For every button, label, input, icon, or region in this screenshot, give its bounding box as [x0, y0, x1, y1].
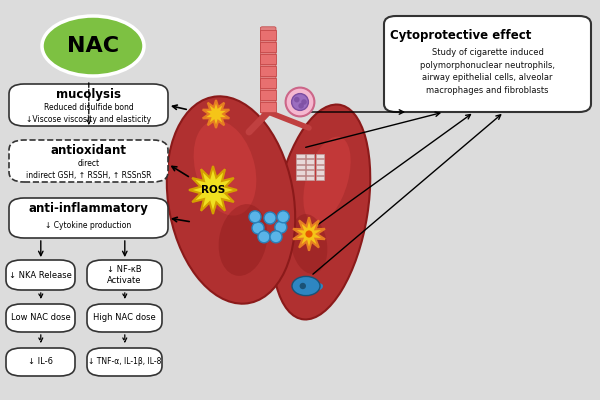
Ellipse shape	[294, 97, 299, 102]
Bar	[316, 154, 324, 158]
Text: mucolysis: mucolysis	[56, 88, 121, 102]
Ellipse shape	[305, 230, 313, 238]
Bar	[306, 176, 314, 180]
FancyBboxPatch shape	[384, 16, 591, 112]
Ellipse shape	[167, 96, 295, 304]
Text: ↓ NKA Release: ↓ NKA Release	[9, 270, 72, 280]
Ellipse shape	[264, 212, 276, 224]
Bar	[260, 78, 276, 88]
Bar	[296, 154, 305, 158]
Polygon shape	[203, 100, 229, 128]
Text: direct
indirect GSH, ↑ RSSH, ↑ RSSnSR: direct indirect GSH, ↑ RSSH, ↑ RSSnSR	[26, 159, 151, 180]
Ellipse shape	[252, 222, 264, 234]
Polygon shape	[293, 217, 325, 251]
Bar	[260, 90, 276, 100]
Bar	[296, 165, 305, 169]
FancyBboxPatch shape	[9, 198, 168, 238]
Text: NAC: NAC	[67, 36, 119, 56]
FancyBboxPatch shape	[260, 27, 276, 113]
Bar	[306, 159, 314, 164]
Bar	[316, 176, 324, 180]
Ellipse shape	[304, 137, 350, 223]
Ellipse shape	[301, 99, 307, 105]
FancyBboxPatch shape	[87, 260, 162, 290]
Bar	[316, 159, 324, 164]
Ellipse shape	[42, 16, 144, 76]
Text: Low NAC dose: Low NAC dose	[11, 314, 70, 322]
Text: ↓ IL-6: ↓ IL-6	[28, 358, 53, 366]
Text: Reduced disulfide bond
↓Viscose viscosity and elasticity: Reduced disulfide bond ↓Viscose viscosit…	[26, 103, 151, 124]
Bar	[260, 66, 276, 76]
Ellipse shape	[270, 231, 282, 243]
Ellipse shape	[272, 104, 370, 320]
Bar	[260, 42, 276, 52]
Bar	[306, 170, 314, 175]
Text: ↓ Cytokine production: ↓ Cytokine production	[46, 222, 131, 230]
Bar	[260, 30, 276, 40]
Bar	[260, 54, 276, 64]
Bar	[306, 154, 314, 158]
Text: antioxidant: antioxidant	[50, 144, 127, 158]
Bar	[296, 176, 305, 180]
Bar	[296, 159, 305, 164]
Text: Study of cigarette induced
polymorphonuclear neutrophils,
airway epithelial cell: Study of cigarette induced polymorphonuc…	[420, 48, 555, 95]
Bar	[316, 165, 324, 169]
FancyBboxPatch shape	[6, 260, 75, 290]
Bar	[296, 170, 305, 175]
Ellipse shape	[290, 214, 328, 274]
Ellipse shape	[286, 88, 314, 116]
Ellipse shape	[218, 204, 268, 276]
Text: ROS: ROS	[201, 185, 225, 195]
Ellipse shape	[258, 231, 270, 243]
FancyBboxPatch shape	[87, 304, 162, 332]
Text: Cytoprotective effect: Cytoprotective effect	[390, 29, 532, 42]
Ellipse shape	[277, 211, 289, 223]
Bar	[306, 165, 314, 169]
Ellipse shape	[194, 120, 256, 216]
Text: ↓ TNF-α, IL-1β, IL-8: ↓ TNF-α, IL-1β, IL-8	[88, 358, 161, 366]
FancyBboxPatch shape	[9, 140, 168, 182]
Ellipse shape	[299, 283, 306, 289]
Ellipse shape	[292, 276, 320, 296]
FancyBboxPatch shape	[87, 348, 162, 376]
FancyBboxPatch shape	[6, 304, 75, 332]
Ellipse shape	[314, 283, 323, 290]
Bar	[260, 102, 276, 112]
Ellipse shape	[292, 94, 308, 110]
FancyBboxPatch shape	[6, 348, 75, 376]
FancyBboxPatch shape	[9, 84, 168, 126]
Text: High NAC dose: High NAC dose	[93, 314, 156, 322]
Text: ↓ NF-κB
Activate: ↓ NF-κB Activate	[107, 265, 142, 285]
Polygon shape	[189, 166, 237, 214]
Bar	[316, 170, 324, 175]
Ellipse shape	[249, 211, 261, 223]
Text: anti-inflammatory: anti-inflammatory	[29, 202, 148, 215]
Ellipse shape	[298, 103, 304, 109]
Ellipse shape	[275, 221, 287, 233]
